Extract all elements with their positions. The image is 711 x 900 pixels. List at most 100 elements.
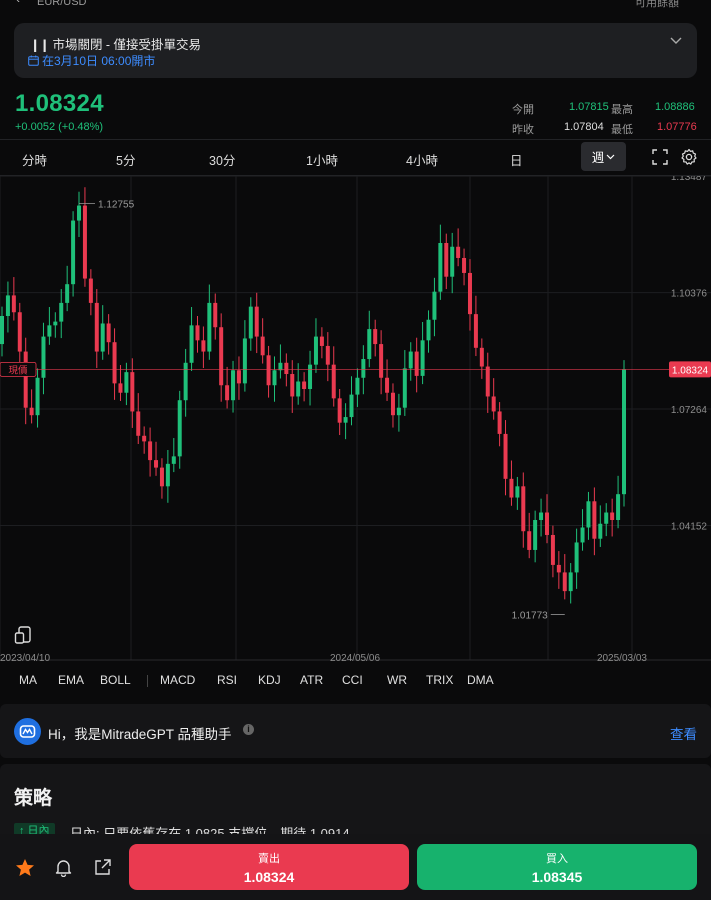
candle (183, 348, 188, 417)
candle-body (527, 531, 532, 550)
y-tick-label: 1.13487 (671, 176, 708, 183)
candle-body (444, 243, 449, 277)
candle-body (473, 314, 478, 348)
market-open-time: 在3月10日 06:00開市 (28, 52, 155, 69)
price-change: +0.0052 (+0.48%) (15, 121, 104, 133)
indicator-trix[interactable]: TRIX (426, 673, 454, 687)
indicator-divider (147, 675, 148, 687)
candle (420, 321, 425, 385)
candle-body (88, 278, 93, 303)
candle-body (242, 338, 247, 384)
candle (408, 342, 413, 381)
candle-body (408, 351, 413, 369)
sell-price: 1.08324 (243, 868, 295, 885)
candle-body (290, 374, 295, 397)
indicator-macd[interactable]: MACD (160, 673, 196, 687)
indicator-ema[interactable]: EMA (58, 673, 85, 687)
candle-body (195, 325, 200, 341)
candle (574, 528, 579, 589)
candle-body (296, 381, 301, 397)
candle-body (539, 512, 544, 521)
candle (130, 358, 135, 428)
gear-icon[interactable] (680, 148, 698, 166)
candle-body (491, 396, 496, 412)
tab-timeframe-1h[interactable]: 1小時 (306, 154, 338, 168)
candlestick-chart[interactable]: 1.13487 1.10376 1.07264 1.04152 現價 1.08324 1.… (0, 172, 711, 664)
candle (515, 476, 520, 510)
x-tick-label: 2023/04/10 (0, 653, 50, 662)
candle (189, 307, 194, 372)
candle (118, 365, 123, 401)
candle (373, 319, 378, 357)
candle-body (313, 336, 318, 365)
candle-body (219, 327, 224, 386)
fullscreen-icon[interactable] (652, 149, 668, 165)
y-tick-label: 1.04152 (671, 522, 708, 533)
candle (154, 441, 159, 476)
chart-canvas[interactable]: 1.13487 1.10376 1.07264 1.04152 現價 1.08324 1.… (0, 172, 711, 664)
indicator-dma[interactable]: DMA (467, 673, 494, 687)
candle-body (302, 381, 307, 389)
sell-button[interactable]: 賣出 1.08324 (129, 844, 409, 890)
candle (432, 277, 437, 337)
candle-body (47, 325, 52, 337)
candle-body (396, 407, 401, 416)
candle (278, 344, 283, 379)
candle-body (213, 302, 218, 328)
gpt-assistant-card[interactable]: Hi，我是MitradeGPT 品種助手 i 查看 (0, 704, 711, 758)
candle (450, 232, 455, 294)
gpt-view-link[interactable]: 查看 (670, 727, 697, 742)
candle (148, 427, 153, 477)
candle-body (562, 572, 567, 592)
star-icon[interactable] (15, 858, 35, 877)
candle-body (604, 512, 609, 524)
indicator-cci[interactable]: CCI (342, 673, 363, 687)
candle-body (343, 417, 348, 423)
current-price: 1.08324 (15, 90, 104, 117)
mitrade-gpt-logo-icon (14, 718, 41, 745)
candle-body (248, 306, 253, 339)
indicator-rsi[interactable]: RSI (217, 673, 238, 687)
bell-icon[interactable] (54, 858, 73, 877)
candle (467, 259, 472, 331)
rotate-screen-icon[interactable] (14, 624, 36, 646)
tab-timeframe-30m[interactable]: 30分 (209, 154, 236, 168)
tab-timeframe-day[interactable]: 日 (510, 154, 523, 168)
indicator-ma[interactable]: MA (19, 673, 37, 687)
market-status-card[interactable]: ❙❙ 市場關閉 - 僅接受掛單交易 在3月10日 06:00開市 (14, 23, 697, 78)
candle (177, 390, 182, 469)
tab-timeframe-5m[interactable]: 5分 (116, 154, 136, 168)
candle (355, 368, 360, 407)
candle (266, 345, 271, 398)
candle (260, 318, 265, 364)
current-price-tag-text: 現價 (8, 364, 28, 376)
candle-body (497, 411, 502, 434)
buy-label: 買入 (546, 852, 568, 865)
tab-timeframe-1m[interactable]: 分時 (22, 154, 48, 168)
symbol-label: EUR/USD (37, 0, 87, 8)
tab-timeframe-week[interactable]: 週 (581, 142, 626, 171)
candle-body (41, 336, 46, 378)
buy-button[interactable]: 買入 1.08345 (417, 844, 697, 890)
candle-body (17, 312, 22, 352)
chevron-down-icon[interactable] (669, 35, 683, 45)
indicator-boll[interactable]: BOLL (100, 673, 131, 687)
candle (219, 313, 224, 402)
share-icon[interactable] (93, 858, 112, 877)
current-price-tag-left: 現價 (0, 361, 37, 377)
indicator-atr[interactable]: ATR (300, 673, 324, 687)
indicator-kdj[interactable]: KDJ (258, 673, 281, 687)
candle (349, 376, 354, 426)
candle (491, 378, 496, 420)
candle (248, 297, 253, 351)
candle (136, 393, 141, 445)
tab-timeframe-4h[interactable]: 4小時 (406, 154, 438, 168)
candle-body (35, 377, 40, 416)
candle-body (29, 407, 34, 416)
indicator-bar: MA EMA BOLL MACD RSI KDJ ATR CCI WR TRIX… (0, 673, 711, 693)
candle (598, 505, 603, 547)
back-icon[interactable]: ‹ (16, 0, 20, 6)
info-icon[interactable]: i (243, 724, 254, 735)
indicator-wr[interactable]: WR (387, 673, 407, 687)
candle-body (592, 501, 597, 539)
